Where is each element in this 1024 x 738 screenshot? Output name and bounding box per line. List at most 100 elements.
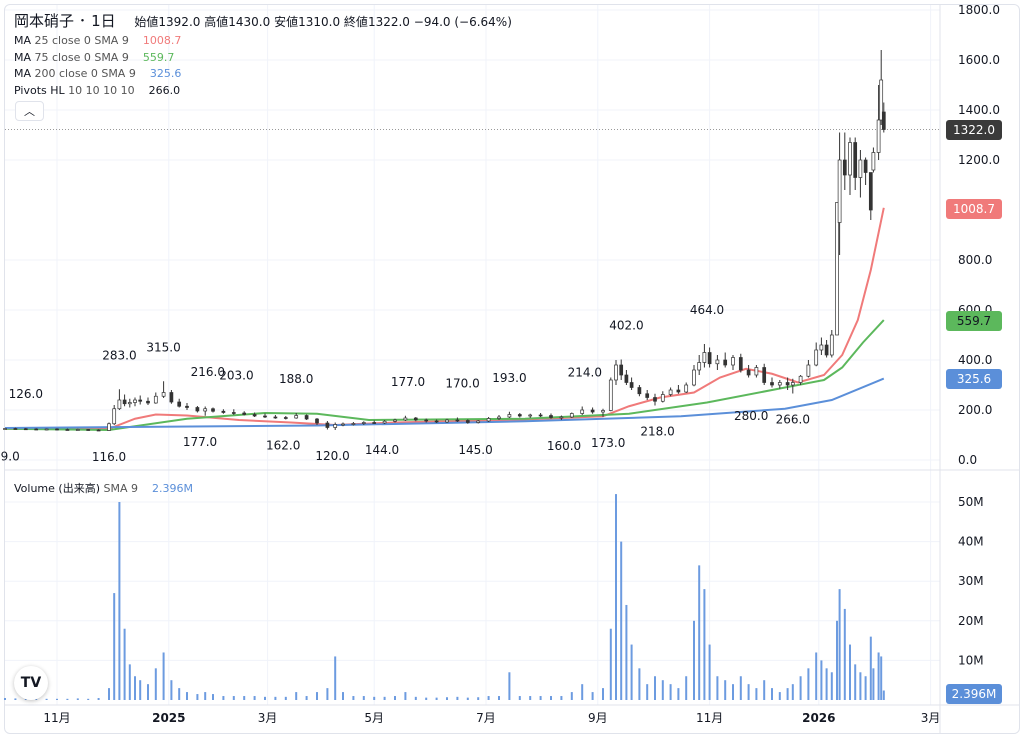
collapse-legend-button[interactable]: ︿ [15, 101, 44, 121]
candle [624, 370, 629, 385]
volume-bar [724, 680, 727, 700]
pivot-low-label: 145.0 [458, 443, 492, 457]
candle-body [702, 352, 707, 363]
volume-bar [872, 668, 875, 700]
candle-body [629, 382, 634, 388]
candle [138, 395, 143, 405]
volume-bar [128, 664, 131, 700]
candle-body [614, 364, 618, 381]
pivot-high-label: 464.0 [690, 303, 724, 317]
volume-bar [87, 698, 90, 700]
tradingview-logo[interactable]: TV [14, 666, 48, 700]
volume-bar [466, 697, 469, 700]
volume-bar [326, 688, 329, 700]
indicator-params: 10 10 10 10 [68, 84, 135, 97]
indicator-name: MA [14, 51, 32, 64]
candle [707, 347, 712, 368]
candle [221, 409, 226, 414]
pivot-low-label: 218.0 [640, 425, 674, 439]
volume-axis-label: 40M [958, 535, 984, 549]
indicator-value: 325.6 [149, 67, 182, 80]
candle [723, 352, 728, 368]
candle [424, 418, 429, 423]
volume-bar [243, 696, 246, 700]
candle-body [263, 415, 267, 418]
volume-bar [232, 696, 235, 700]
volume-bar [786, 688, 789, 700]
legend-ma75[interactable]: MA 75 close 0 SMA 9 559.7 [14, 51, 174, 64]
candle [785, 377, 790, 390]
volume-bar [815, 652, 818, 700]
volume-bar [539, 696, 542, 700]
candle [507, 411, 512, 418]
candle-body [798, 375, 803, 383]
candle [203, 406, 208, 416]
volume-bar [147, 684, 149, 700]
interval[interactable]: 1日 [91, 12, 116, 30]
volume-bar [264, 696, 266, 700]
chart-header: 岡本硝子 ･ 1日 始値1392.0 高値1430.0 安値1310.0 終値1… [14, 12, 512, 30]
price-axis-label: 1200.0 [958, 153, 1000, 167]
time-axis-label: 7月 [476, 711, 496, 725]
candle [304, 414, 309, 420]
candle-body [624, 374, 629, 383]
candle [806, 360, 811, 378]
candle-body [13, 428, 18, 430]
volume-bar [807, 668, 810, 700]
candle-body [858, 159, 863, 178]
volume-bar [178, 688, 181, 700]
candle [580, 406, 585, 415]
candle [127, 398, 132, 408]
candle-body [351, 423, 356, 425]
candle [75, 428, 80, 431]
candle-body [835, 202, 839, 336]
ma25-price-tag: 1008.7 [946, 199, 1002, 219]
candle-body [273, 416, 278, 419]
volume-bar [791, 684, 794, 700]
candle-body [195, 407, 200, 412]
volume-bar [383, 696, 386, 700]
candle-body [715, 359, 720, 365]
volume-bar [836, 620, 838, 700]
candle [161, 381, 166, 398]
volume-bar [4, 698, 6, 700]
candle [848, 137, 852, 195]
candle-body [590, 409, 595, 413]
indicator-value: 266.0 [148, 84, 181, 97]
candle [746, 365, 751, 378]
volume-bar [869, 636, 872, 700]
volume-bar [669, 684, 672, 700]
legend-ma200[interactable]: MA 200 close 0 SMA 9 325.6 [14, 67, 181, 80]
pivot-low-label: 173.0 [591, 436, 625, 450]
indicator-value: 2.396M [152, 482, 193, 495]
candle-body [528, 414, 533, 417]
candle [528, 413, 533, 418]
candle-body [341, 423, 345, 426]
candle-body [601, 410, 605, 413]
legend-pivots[interactable]: Pivots HL 10 10 10 10 266.0 [14, 84, 180, 97]
candle-body [424, 419, 429, 422]
volume-bar [284, 696, 287, 700]
symbol-name[interactable]: 岡本硝子 [14, 12, 75, 30]
candle [798, 375, 803, 385]
candle-body [44, 428, 49, 431]
volume-bar [799, 676, 802, 700]
candle-body [86, 429, 91, 431]
candle-body [559, 416, 564, 419]
candle [294, 413, 299, 419]
candle [814, 342, 819, 367]
candle [13, 427, 18, 430]
candle-body [203, 408, 208, 412]
pivot-low-label: 177.0 [183, 435, 217, 449]
candle [445, 418, 449, 423]
pivot-high-label: 193.0 [492, 371, 526, 385]
candle-body [372, 422, 377, 424]
indicator-name: Pivots HL [14, 84, 65, 97]
candle [835, 202, 839, 336]
legend-volume[interactable]: Volume (出来高) SMA 9 2.396M [14, 480, 193, 496]
legend-ma25[interactable]: MA 25 close 0 SMA 9 1008.7 [14, 34, 181, 47]
candle [715, 355, 720, 370]
pivot-high-label: 188.0 [279, 372, 313, 386]
candle [497, 415, 501, 420]
